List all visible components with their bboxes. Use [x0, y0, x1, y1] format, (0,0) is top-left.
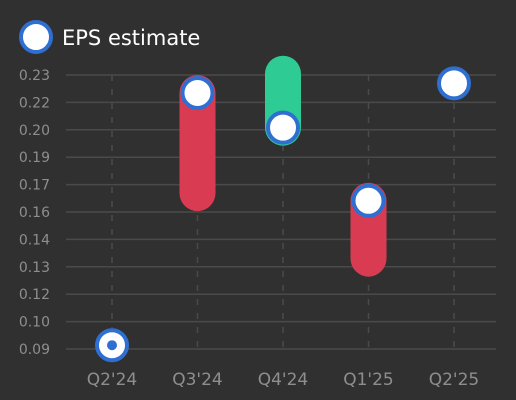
x-tick-label: Q1'25 — [343, 370, 394, 390]
y-axis-ticks: 0.23 0.22 0.20 0.19 0.17 0.16 0.14 0.13 0.12 0.10… — [19, 68, 50, 358]
estimate-marker — [180, 75, 215, 110]
y-tick-label: 0.23 — [19, 68, 50, 84]
estimate-marker — [437, 66, 471, 101]
estimate-markers — [95, 66, 471, 363]
legend-marker-icon — [19, 20, 53, 54]
y-tick-label: 0.17 — [19, 178, 50, 194]
y-tick-label: 0.13 — [19, 260, 50, 276]
y-tick-label: 0.19 — [19, 150, 50, 166]
x-tick-label: Q4'24 — [258, 370, 309, 390]
y-tick-label: 0.14 — [19, 232, 50, 248]
estimate-marker — [266, 110, 300, 145]
x-tick-label: Q3'24 — [172, 370, 223, 390]
y-tick-label: 0.09 — [19, 342, 50, 358]
legend-label: EPS estimate — [62, 26, 200, 50]
y-tick-label: 0.12 — [19, 287, 50, 303]
range-bar-down — [179, 74, 216, 212]
y-tick-label: 0.10 — [19, 315, 50, 331]
estimate-marker — [351, 183, 386, 218]
legend: EPS estimate — [19, 20, 200, 54]
x-tick-label: Q2'24 — [87, 370, 138, 390]
x-tick-label: Q2'25 — [429, 370, 480, 390]
y-tick-label: 0.20 — [19, 123, 50, 139]
estimate-marker-dot — [107, 340, 117, 351]
y-tick-label: 0.22 — [19, 95, 50, 111]
y-tick-label: 0.16 — [19, 205, 50, 221]
x-axis-ticks: Q2'24 Q3'24 Q4'24 Q1'25 Q2'25 — [87, 370, 480, 390]
